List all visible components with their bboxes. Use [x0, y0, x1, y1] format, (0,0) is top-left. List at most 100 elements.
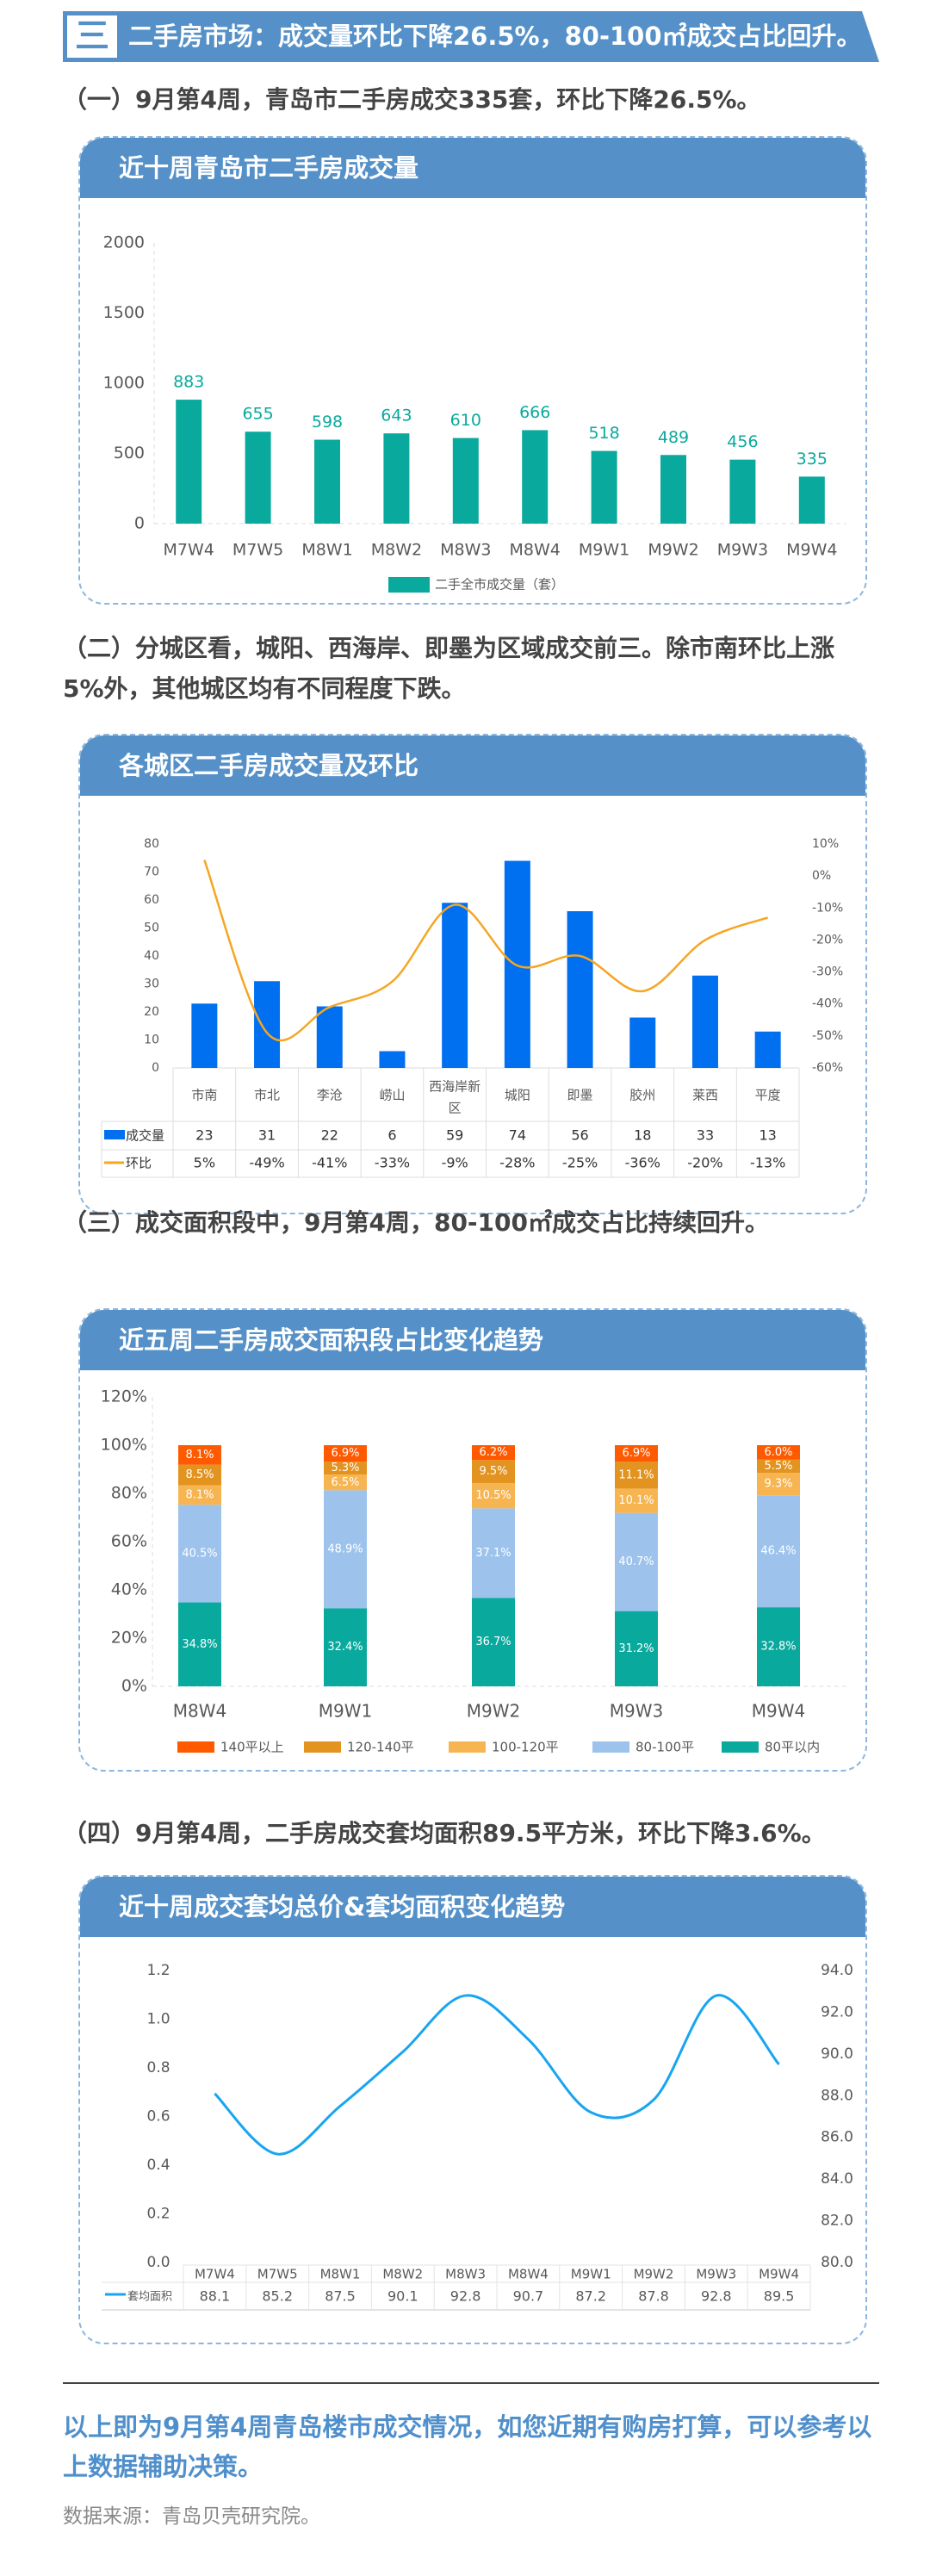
bar-segment [178, 1505, 221, 1603]
card-title: 近十周成交套均总价&套均面积变化趋势 [80, 1877, 865, 1937]
y-tick-label: 50 [144, 922, 159, 935]
y-tick-label: 1500 [103, 303, 145, 322]
bar [754, 1031, 781, 1068]
bar [176, 400, 202, 524]
table-value: 56 [571, 1127, 588, 1144]
y-tick-label: 120% [101, 1387, 147, 1406]
y2-tick-label: 82.0 [821, 2213, 853, 2230]
x-tick-label: 西海岸新 [429, 1079, 480, 1095]
data-label: 610 [450, 411, 481, 430]
table-value: 92.8 [450, 2288, 481, 2305]
x-tick-label: 市北 [254, 1088, 280, 1103]
bar-segment [615, 1462, 658, 1489]
y-tick-label: 1000 [103, 374, 145, 393]
segment-label: 8.1% [185, 1449, 214, 1462]
x-tick-label: 平度 [755, 1088, 781, 1103]
y2-tick-label: 0% [812, 869, 831, 883]
x-tick-label: M8W2 [371, 541, 422, 560]
data-label: 518 [588, 424, 619, 443]
line-series [203, 860, 769, 1042]
segment-label: 6.9% [331, 1447, 359, 1460]
y2-tick-label: -60% [812, 1061, 843, 1075]
legend-label: 80-100平 [636, 1740, 694, 1755]
y-tick-label: 0.0 [146, 2254, 170, 2271]
bar-segment [472, 1482, 515, 1509]
bar-segment [324, 1608, 367, 1686]
segment-label: 32.8% [760, 1641, 796, 1654]
bar-segment [757, 1473, 800, 1496]
bar [379, 1051, 406, 1068]
x-tick-label: M9W2 [634, 2267, 674, 2282]
bar [452, 438, 479, 524]
segment-label: 8.1% [185, 1488, 214, 1501]
section-number: 三 [67, 16, 117, 58]
table-value: 23 [195, 1127, 213, 1144]
y-tick-label: 0 [134, 514, 145, 533]
y-tick-label: 500 [114, 444, 145, 462]
x-tick-label: 崂山 [379, 1088, 405, 1103]
x-tick-label: 市南 [191, 1088, 217, 1103]
bar [191, 1003, 218, 1068]
y-tick-label: 1.0 [146, 2011, 170, 2028]
section-title: 二手房市场：成交量环比下降26.5%，80-100㎡成交占比回升。 [128, 22, 862, 51]
y2-tick-label: 92.0 [821, 2003, 853, 2020]
bar [522, 430, 549, 524]
bar-segment [472, 1445, 515, 1461]
x-tick-label: M8W4 [173, 1701, 226, 1722]
legend-label: 100-120平 [492, 1740, 559, 1755]
table-value: 5% [194, 1155, 215, 1171]
legend-label: 套均面积 [127, 2290, 172, 2304]
segment-label: 9.5% [479, 1465, 507, 1478]
segment-label: 6.0% [764, 1446, 792, 1459]
segment-label: 6.9% [622, 1447, 650, 1460]
segment-label: 46.4% [760, 1545, 796, 1558]
data-label: 335 [797, 450, 828, 469]
x-tick-label: M8W3 [445, 2267, 486, 2282]
y-tick-label: 0 [152, 1061, 159, 1075]
bar [798, 476, 825, 524]
table-value: 87.2 [575, 2288, 606, 2305]
bar-segment [178, 1602, 221, 1686]
table-value: 87.8 [638, 2288, 669, 2305]
table-value: 85.2 [262, 2288, 293, 2305]
bar-segment [178, 1464, 221, 1486]
segment-label: 37.1% [475, 1547, 511, 1560]
legend-swatch [722, 1741, 759, 1753]
legend-label: 环比 [126, 1156, 152, 1171]
segment-label: 10.5% [475, 1489, 511, 1502]
legend-label: 140平以上 [220, 1740, 284, 1755]
x-tick-label: M9W3 [696, 2267, 736, 2282]
y-tick-label: 60% [111, 1532, 147, 1551]
subsection-4-text: （四）9月第4周，二手房成交套均面积89.5平方米，环比下降3.6%。 [63, 1819, 826, 1847]
card-title: 近十周青岛市二手房成交量 [80, 138, 865, 198]
card-title: 近五周二手房成交面积段占比变化趋势 [80, 1310, 865, 1370]
segment-label: 6.5% [331, 1476, 359, 1489]
bar-segment [472, 1460, 515, 1483]
card-district-volume: 各城区二手房成交量及环比 [78, 734, 867, 1214]
x-tick-label: 即墨 [567, 1088, 593, 1103]
y2-tick-label: -20% [812, 933, 843, 947]
x-tick-label: M9W1 [571, 2267, 611, 2282]
table-value: -36% [625, 1155, 660, 1171]
table-value: 92.8 [701, 2288, 732, 2305]
y-tick-label: 0.4 [146, 2157, 170, 2174]
bar [316, 1006, 343, 1068]
x-tick-label: M7W4 [195, 2267, 235, 2282]
segment-label: 9.3% [764, 1478, 792, 1491]
data-label: 598 [312, 413, 343, 431]
y2-tick-label: 90.0 [821, 2045, 853, 2063]
y-tick-label: 10 [144, 1034, 159, 1047]
x-tick-label: 莱西 [692, 1088, 718, 1103]
segment-label: 32.4% [327, 1641, 363, 1654]
bar-segment [757, 1445, 800, 1460]
bar [314, 439, 340, 524]
segment-label: 36.7% [475, 1636, 511, 1648]
segment-label: 40.5% [182, 1547, 217, 1560]
data-label: 655 [242, 405, 273, 424]
y2-tick-label: 10% [812, 837, 839, 851]
x-tick-label: M9W2 [648, 541, 698, 560]
table-value: 6 [388, 1127, 396, 1144]
x-tick-label: M8W1 [320, 2267, 361, 2282]
data-label: 883 [173, 373, 204, 392]
